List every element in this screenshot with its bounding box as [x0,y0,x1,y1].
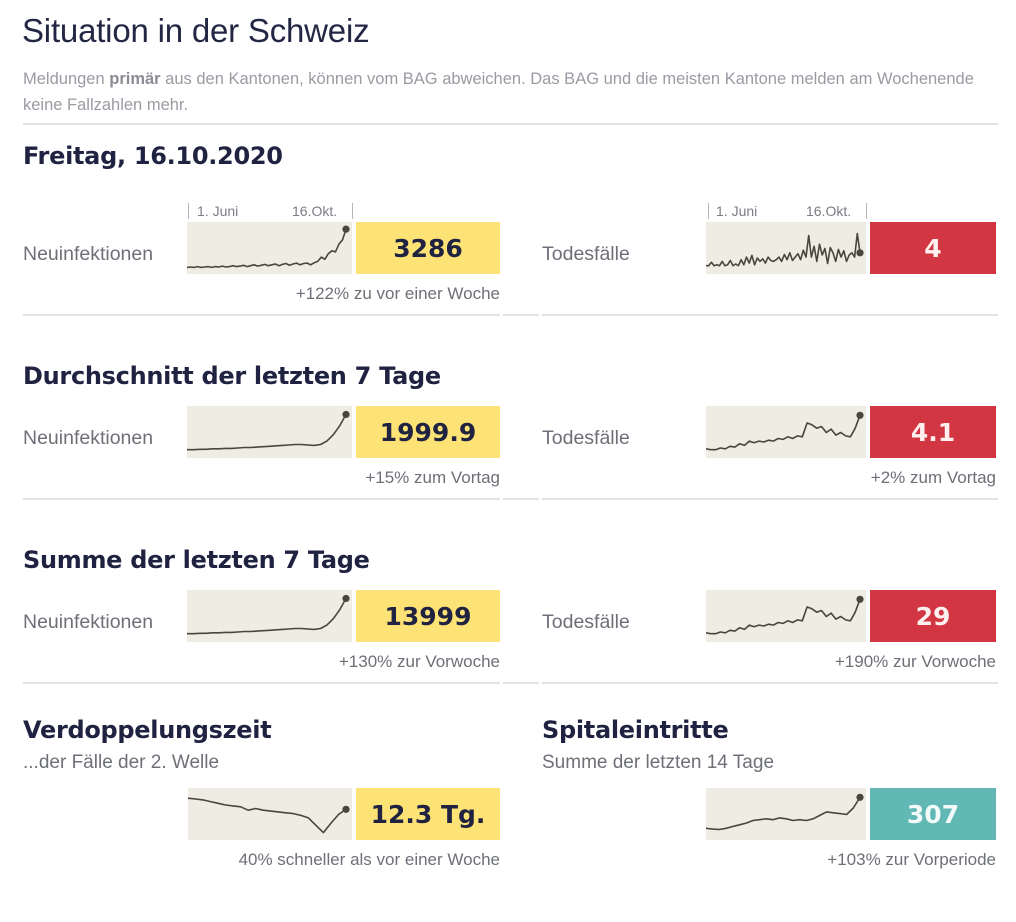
sparkline-path [706,599,861,635]
row-label-deaths: Todesfälle [542,243,630,265]
section-heading-doubling: Verdoppelungszeit [23,716,272,744]
divider-mid [503,314,539,316]
note-bold: primär [109,70,161,88]
row-label-cases: Neuinfektionen [23,427,154,449]
value-box-sum7-deaths: 29 [870,590,996,642]
sparkline-daily-cases [187,222,352,274]
sparkline-path [706,796,861,831]
divider-left [23,682,500,684]
header-divider [23,123,998,125]
axis-label-start: 1. Juni [197,203,239,219]
axis-label-end: 16.Okt. [292,203,338,219]
value-box-avg7-deaths: 4.1 [870,406,996,458]
value-box-daily-deaths: 4 [870,222,996,274]
axis-tick-start [188,203,189,219]
sparkline-path [187,598,347,635]
sparkline-path [188,797,347,834]
divider-mid [503,682,539,684]
divider-left [23,314,500,316]
axis-tick-start-deaths [708,203,709,219]
divider-right [542,682,998,684]
sparkline-avg7-deaths [706,406,866,458]
page-title: Situation in der Schweiz [22,12,370,49]
sparkline-end-dot [856,411,864,419]
sparkline-end-dot [342,594,350,603]
sparkline-end-dot [342,410,350,419]
sparkline-sum7-deaths [706,590,866,642]
sparkline-end-dot [342,225,350,233]
axis-label-start-deaths: 1. Juni [716,203,758,219]
section-heading-daily: Freitag, 16.10.2020 [23,142,283,170]
sparkline-path [706,232,861,267]
divider-mid [503,498,539,500]
sparkline-end-dot [856,249,864,257]
section-heading-sum7: Summe der letzten 7 Tage [23,546,370,574]
axis-label-end-deaths: 16.Okt. [806,203,852,219]
sparkline-sum7-cases [187,590,352,642]
sparkline-end-dot [856,595,864,603]
note-suffix: aus den Kantonen, können vom BAG abweich… [23,70,974,114]
change-avg7-cases: +15% zum Vortag [365,468,500,487]
page-note: Meldungen primär aus den Kantonen, könne… [23,66,998,118]
divider-right [542,314,998,316]
sparkline-doubling [188,788,352,840]
change-hospital: +103% zur Vorperiode [827,850,996,869]
sparkline-path [706,415,861,451]
value-box-hospital: 307 [870,788,996,840]
sparkline-end-dot [342,805,350,813]
change-sum7-cases: +130% zur Vorwoche [338,652,500,671]
divider-left [23,498,500,500]
hospital-subheading: Summe der letzten 14 Tage [542,752,775,773]
change-sum7-deaths: +190% zur Vorwoche [834,652,996,671]
note-prefix: Meldungen [23,70,110,88]
doubling-subheading: ...der Fälle der 2. Welle [23,752,220,773]
section-heading-hospital: Spitaleintritte [542,716,729,744]
row-label-deaths: Todesfälle [542,611,630,633]
value-box-sum7-cases: 13999 [356,590,500,642]
axis-tick-end-deaths [866,203,867,219]
sparkline-path [187,414,347,451]
change-avg7-deaths: +2% zum Vortag [870,468,996,487]
sparkline-avg7-cases [187,406,352,458]
sparkline-end-dot [856,793,864,801]
change-daily-cases: +122% zu vor einer Woche [295,284,500,303]
value-box-avg7-cases: 1999.9 [356,406,500,458]
value-box-daily-cases: 3286 [356,222,500,274]
sparkline-path [187,228,347,269]
section-heading-avg7: Durchschnitt der letzten 7 Tage [23,362,441,390]
change-doubling: 40% schneller als vor einer Woche [238,850,500,869]
value-box-doubling: 12.3 Tg. [356,788,500,840]
row-label-deaths: Todesfälle [542,427,630,449]
sparkline-hospital [706,788,866,840]
row-label-cases: Neuinfektionen [23,611,154,633]
row-label-cases: Neuinfektionen [23,243,154,265]
divider-right [542,498,998,500]
axis-tick-end [352,203,353,219]
sparkline-daily-deaths [706,222,866,274]
